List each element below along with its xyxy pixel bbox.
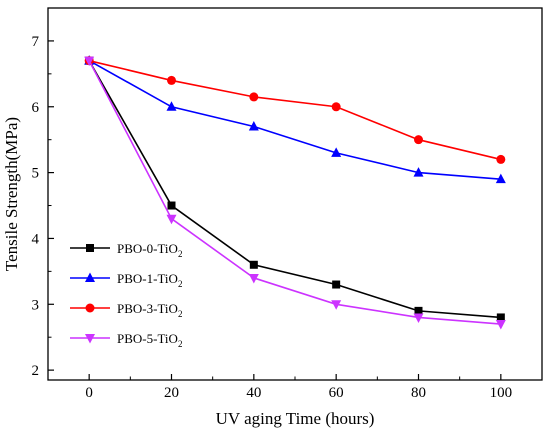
series-line xyxy=(88,59,502,161)
legend-label-text: PBO-3-TiO xyxy=(117,301,178,316)
x-tick-label: 40 xyxy=(246,385,261,401)
plot-area: 0 20 40 60 80 100 2 3 4 5 6 7 xyxy=(32,7,543,401)
series-circle xyxy=(84,56,506,164)
x-tick-label: 80 xyxy=(411,385,426,401)
ticks-layer: 0 20 40 60 80 100 2 3 4 5 6 7 xyxy=(32,34,513,401)
data-point xyxy=(166,101,177,111)
legend-swatch-marker xyxy=(86,244,94,252)
data-point xyxy=(495,173,506,184)
x-axis-title: UV aging Time (hours) xyxy=(216,409,375,428)
series-line xyxy=(88,60,501,325)
x-tick-label: 20 xyxy=(164,385,179,401)
y-tick-label: 6 xyxy=(32,100,40,116)
data-point xyxy=(249,92,259,102)
data-point xyxy=(166,214,177,225)
legend-label: PBO-5-TiO2 xyxy=(117,331,182,349)
x-tick-label: 0 xyxy=(85,385,93,401)
data-point xyxy=(495,320,506,330)
y-tick-label: 2 xyxy=(32,363,40,379)
data-point xyxy=(496,154,506,164)
y-tick-label: 3 xyxy=(32,297,40,313)
data-point xyxy=(331,300,342,310)
legend-label: PBO-3-TiO2 xyxy=(117,301,182,319)
x-tick-label: 100 xyxy=(490,385,513,401)
data-point xyxy=(414,306,423,315)
legend-label-text: PBO-0-TiO xyxy=(117,241,178,256)
series-layer xyxy=(84,55,506,330)
legend-label-text: PBO-1-TiO xyxy=(117,271,178,286)
legend-item: PBO-0-TiO2 xyxy=(70,241,182,259)
y-tick-label: 5 xyxy=(32,166,40,182)
series-line xyxy=(88,59,501,180)
data-point xyxy=(248,121,259,131)
data-point xyxy=(249,260,258,269)
data-point xyxy=(413,313,424,323)
legend-item: PBO-5-TiO2 xyxy=(70,331,182,349)
plot-frame xyxy=(47,7,543,381)
data-point xyxy=(331,147,342,157)
series-line xyxy=(88,60,501,319)
x-tick-label: 60 xyxy=(329,385,344,401)
legend-swatch-marker xyxy=(85,272,95,282)
legend-label: PBO-1-TiO2 xyxy=(117,271,182,289)
legend-swatch-marker xyxy=(85,303,95,313)
legend-label-text: PBO-5-TiO xyxy=(117,331,178,346)
legend-label-subscript: 2 xyxy=(178,279,183,289)
data-point xyxy=(248,273,259,284)
legend-label: PBO-0-TiO2 xyxy=(117,241,182,259)
legend-label-subscript: 2 xyxy=(178,249,183,259)
data-point xyxy=(496,313,505,322)
data-point xyxy=(413,167,424,177)
data-point xyxy=(167,201,176,210)
data-point xyxy=(84,56,95,67)
data-point xyxy=(167,75,176,85)
legend-label-subscript: 2 xyxy=(178,309,183,319)
legend-label-subscript: 2 xyxy=(178,339,183,349)
data-point xyxy=(331,102,341,112)
y-axis-title: Tensile Strength(MPa) xyxy=(2,117,21,271)
data-point xyxy=(414,135,423,145)
legend-item: PBO-3-TiO2 xyxy=(70,301,182,319)
data-point xyxy=(332,280,341,289)
y-tick-label: 7 xyxy=(32,34,40,50)
legend-swatch-marker xyxy=(85,334,95,344)
legend-item: PBO-1-TiO2 xyxy=(70,271,182,289)
series-triangle-down xyxy=(84,56,506,330)
y-tick-label: 4 xyxy=(32,231,40,247)
